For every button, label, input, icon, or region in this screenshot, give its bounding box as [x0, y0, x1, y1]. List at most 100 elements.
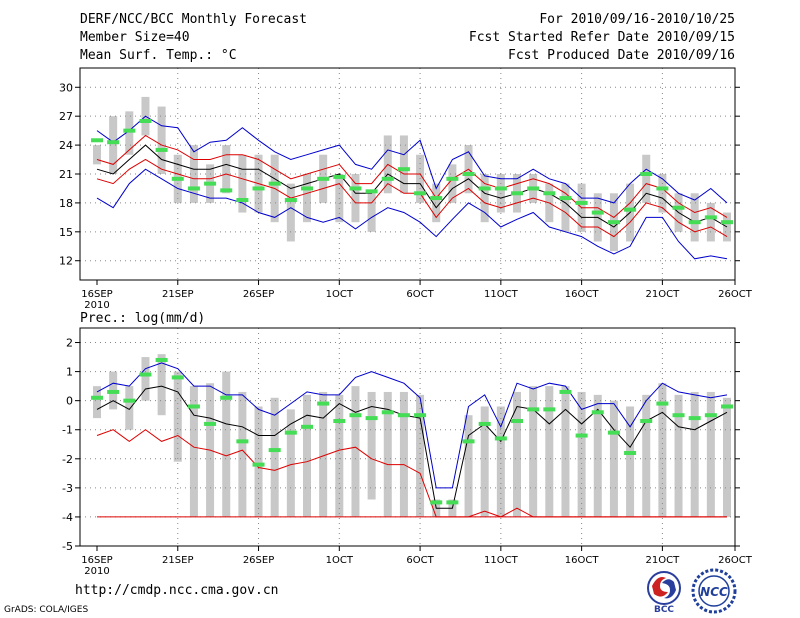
panel-2-observed-mark [333, 419, 346, 424]
panel-2-ytick-label: 2 [66, 337, 73, 350]
panel-1-observed-mark [301, 186, 313, 191]
panel-2-ensemble-box [658, 383, 667, 517]
panel-2-observed-mark [139, 372, 152, 377]
panel-1-series-mean-sd [96, 158, 728, 238]
panel-1-ytick-label: 18 [59, 197, 73, 210]
panel-2-ensemble-box [545, 386, 554, 517]
produced-date-label: Fcst Produced Date 2010/09/16 [508, 48, 735, 63]
panel-1-observed-mark [268, 181, 281, 186]
panel-1-observed-mark [139, 119, 152, 123]
panel-1-ytick-label: 12 [59, 255, 73, 268]
panel-1-ytick-label: 24 [59, 139, 73, 152]
panel-2-observed-mark [301, 424, 313, 429]
panel-1-observed-mark [640, 172, 653, 176]
panel-2-observed-mark [527, 407, 540, 412]
panel-2-observed-mark [543, 407, 556, 412]
panel-2-observed-mark [381, 410, 394, 415]
panel-1-observed-mark [365, 189, 378, 194]
panel-1-observed-mark [317, 176, 330, 181]
panel-1-observed-mark [220, 188, 233, 193]
panel-2-observed-mark [430, 500, 443, 505]
panel-1-xtick-year: 2010 [84, 300, 109, 311]
panel-1-observed-mark [284, 198, 297, 203]
panel-1-observed-mark [624, 207, 637, 212]
panel-1-observed-mark [107, 140, 120, 145]
panel-2-ytick-label: -2 [62, 453, 73, 466]
panel-2-ensemble-box [254, 406, 263, 517]
panel-1-observed-mark [478, 186, 491, 191]
panel-1-ensemble-box [286, 183, 295, 242]
panel-1-observed-mark [252, 186, 265, 191]
panel-2-ytick-label: -5 [62, 540, 73, 553]
panel-1-series-mean-sd [96, 134, 728, 219]
panel-2-observed-mark [123, 398, 136, 403]
panel-2-observed-mark [511, 419, 523, 424]
panel-2-xtick-label: 11OCT [484, 555, 519, 566]
panel-2-ensemble-box [383, 391, 392, 517]
panel-2-ensemble-box [286, 409, 295, 517]
panel-1-observed-mark [204, 181, 217, 186]
panel-1-xtick-label: 21SEP [162, 289, 193, 300]
panel-1-ensemble-box [93, 145, 101, 165]
panel-2-ensemble-box [690, 391, 699, 517]
panel-1-observed-mark [187, 186, 200, 191]
panel-2-ensemble-box [642, 394, 651, 517]
panel-2-observed-mark [575, 433, 588, 438]
panel-1-ensemble-box [238, 154, 247, 213]
panel-1-ensemble-box [351, 174, 360, 223]
panel-2-observed-mark [704, 413, 717, 418]
panel-1-ensemble-box [706, 202, 715, 242]
panel-2-observed-mark [171, 375, 184, 380]
panel-2-ensemble-box [480, 406, 489, 517]
panel-2-ensemble-box [270, 397, 279, 517]
panel-2-ensemble-box [496, 406, 505, 517]
panel-1-ensemble-box [480, 174, 489, 223]
panel-1-ytick-label: 21 [59, 168, 73, 181]
panel-1-series-ensemble-min [96, 115, 728, 204]
panel-1-observed-mark [721, 220, 733, 225]
ncc-logo: NCC [691, 568, 737, 614]
panel-1-observed-mark [704, 215, 717, 220]
panel-2-xtick-label: 16SEP [81, 555, 112, 566]
panel-1-observed-mark [559, 196, 572, 201]
panel-2-observed-mark [187, 404, 200, 409]
panel-1-ensemble-box [399, 135, 408, 194]
panel-2-ensemble-box [351, 386, 360, 517]
panel-2-xtick-label: 26SEP [243, 555, 274, 566]
panel-2-ensemble-box [173, 371, 182, 462]
panel-1-observed-mark [123, 128, 136, 133]
panel-2-plot-frame [79, 327, 736, 547]
panel-1-xtick-label: 26SEP [243, 289, 274, 300]
panel-2-observed-mark [656, 401, 669, 406]
panel-2-ensemble-box [577, 391, 586, 517]
panel-1-observed-mark [349, 186, 362, 191]
panel-2-ensemble-box [706, 391, 715, 517]
panel-2-observed-mark [607, 430, 620, 435]
panel-2-xtick-label: 6OCT [406, 555, 434, 566]
panel-1-observed-mark [656, 186, 669, 191]
panel-2-ensemble-box [335, 394, 344, 517]
panel-2-ytick-label: -4 [62, 511, 73, 524]
panel-1-observed-mark [91, 138, 103, 143]
panel-1-observed-mark [527, 186, 540, 191]
panel-2-xtick-label: 1OCT [326, 555, 354, 566]
panel-2-ensemble-box [141, 357, 150, 401]
panel-2-ensemble-box [238, 391, 247, 517]
panel-2-ytick-label: -1 [62, 424, 73, 437]
panel-1-ensemble-box [303, 174, 311, 223]
ncc-logo-text: NCC [700, 585, 728, 599]
panel-1-ensemble-box [432, 183, 441, 223]
panel-2-ensemble-box [416, 394, 425, 517]
panel-2-observed-mark [91, 395, 103, 400]
forecast-period-label: For 2010/09/16-2010/10/25 [539, 12, 735, 27]
panel-2-observed-mark [236, 439, 249, 444]
panel-1-xtick-label: 16OCT [565, 289, 600, 300]
bcc-logo-text: BCC [654, 605, 674, 614]
panel-1-observed-mark [672, 205, 685, 210]
panel-1-observed-mark [430, 196, 443, 201]
panel-1-observed-mark [688, 220, 701, 225]
source-url[interactable]: http://cmdp.ncc.cma.gov.cn [75, 583, 279, 598]
panel-2-ensemble-box [93, 386, 101, 419]
panel-1-observed-mark [397, 167, 410, 172]
panel-1-observed-mark [607, 220, 620, 225]
